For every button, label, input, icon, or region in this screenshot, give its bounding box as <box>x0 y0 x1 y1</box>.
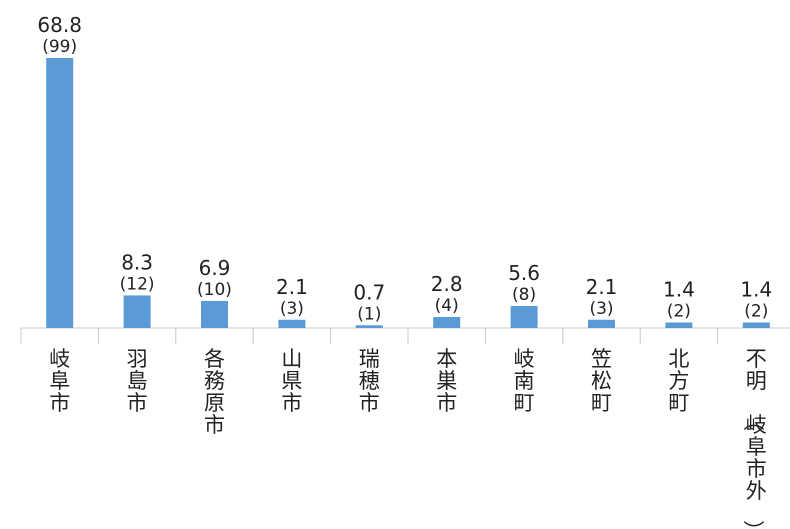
category-label: 笠松町 <box>591 347 612 415</box>
category-label: 各務原市 <box>204 347 225 437</box>
category-label: 北方町 <box>668 347 689 415</box>
category-label: 山県市 <box>281 347 302 415</box>
data-label-value: 1.4 <box>663 278 695 302</box>
data-label-count: (3) <box>589 299 613 319</box>
data-label-count: (3) <box>280 299 304 319</box>
data-label-value: 2.1 <box>276 275 308 299</box>
data-label-value: 1.4 <box>740 278 772 302</box>
bar <box>278 319 306 328</box>
bar <box>433 317 461 328</box>
data-label-value: 2.1 <box>586 275 618 299</box>
category-label: 瑞穂市 <box>359 347 380 415</box>
data-label-value: 0.7 <box>353 280 385 304</box>
data-label-value: 6.9 <box>199 256 231 280</box>
data-label-count: (8) <box>512 285 536 305</box>
bar <box>588 319 615 328</box>
data-label-count: (2) <box>744 302 768 322</box>
data-label-count: (2) <box>667 302 691 322</box>
data-label-value: 68.8 <box>37 13 82 37</box>
category-label: 羽島市 <box>127 347 148 415</box>
data-label-count: (10) <box>197 280 232 300</box>
data-label-value: 2.8 <box>431 272 463 296</box>
bar <box>742 322 770 328</box>
data-label-count: (12) <box>120 274 155 294</box>
bar <box>355 325 383 328</box>
bar <box>201 300 228 328</box>
data-label-count: (4) <box>435 296 459 316</box>
data-label-value: 8.3 <box>121 250 153 274</box>
data-label-value: 5.6 <box>508 261 540 285</box>
data-label-count: (99) <box>42 37 77 57</box>
category-label: 岐阜市 <box>49 347 70 415</box>
bar <box>46 58 74 328</box>
category-label: 岐南町 <box>514 347 535 415</box>
bar <box>123 295 151 328</box>
bar <box>510 306 538 328</box>
bar <box>665 322 693 328</box>
category-label: 不明（岐阜市外） <box>741 347 767 529</box>
category-label: 本巣市 <box>436 347 457 415</box>
data-label-count: (1) <box>357 304 381 324</box>
